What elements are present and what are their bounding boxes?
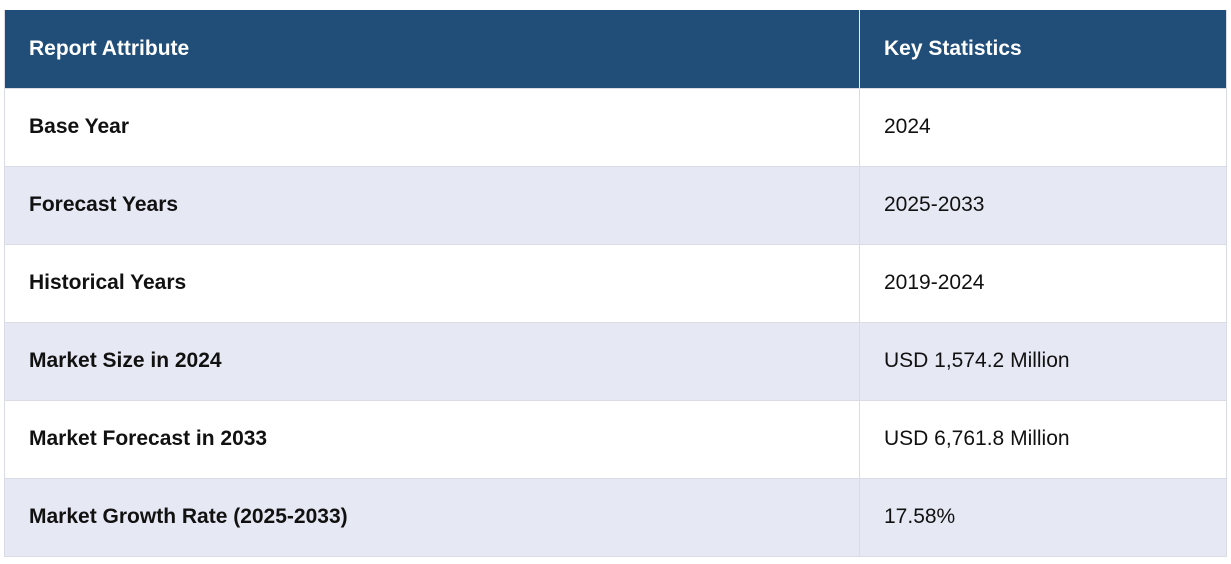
- row-attribute: Historical Years: [4, 244, 860, 322]
- row-value: USD 6,761.8 Million: [884, 427, 1070, 450]
- row-attribute: Forecast Years: [4, 166, 860, 244]
- row-attribute: Market Growth Rate (2025-2033): [4, 478, 860, 556]
- table-body: Base Year 2024 Forecast Years 2025-2033 …: [4, 88, 1227, 556]
- table-row: Market Growth Rate (2025-2033) 17.58%: [4, 478, 1227, 556]
- table-header: Report Attribute Key Statistics: [4, 10, 1227, 88]
- row-value: 2024: [884, 115, 931, 138]
- row-attribute: Market Forecast in 2033: [4, 400, 860, 478]
- row-value: 17.58%: [884, 505, 956, 528]
- report-statistics-table: Report Attribute Key Statistics Base Yea…: [4, 10, 1227, 557]
- report-statistics-table-container: Report Attribute Key Statistics Base Yea…: [4, 10, 1227, 557]
- table-row: Base Year 2024: [4, 88, 1227, 166]
- row-value: 2025-2033: [884, 193, 985, 216]
- header-row: Report Attribute Key Statistics: [4, 10, 1227, 88]
- table-row: Historical Years 2019-2024: [4, 244, 1227, 322]
- table-row: Market Size in 2024 USD 1,574.2 Million: [4, 322, 1227, 400]
- row-attribute: Base Year: [4, 88, 860, 166]
- table-row: Forecast Years 2025-2033: [4, 166, 1227, 244]
- header-key-statistics: Key Statistics: [884, 36, 1022, 60]
- row-attribute: Market Size in 2024: [4, 322, 860, 400]
- row-value: USD 1,574.2 Million: [884, 349, 1070, 372]
- table-row: Market Forecast in 2033 USD 6,761.8 Mill…: [4, 400, 1227, 478]
- row-value: 2019-2024: [884, 271, 985, 294]
- header-report-attribute: Report Attribute: [4, 10, 860, 88]
